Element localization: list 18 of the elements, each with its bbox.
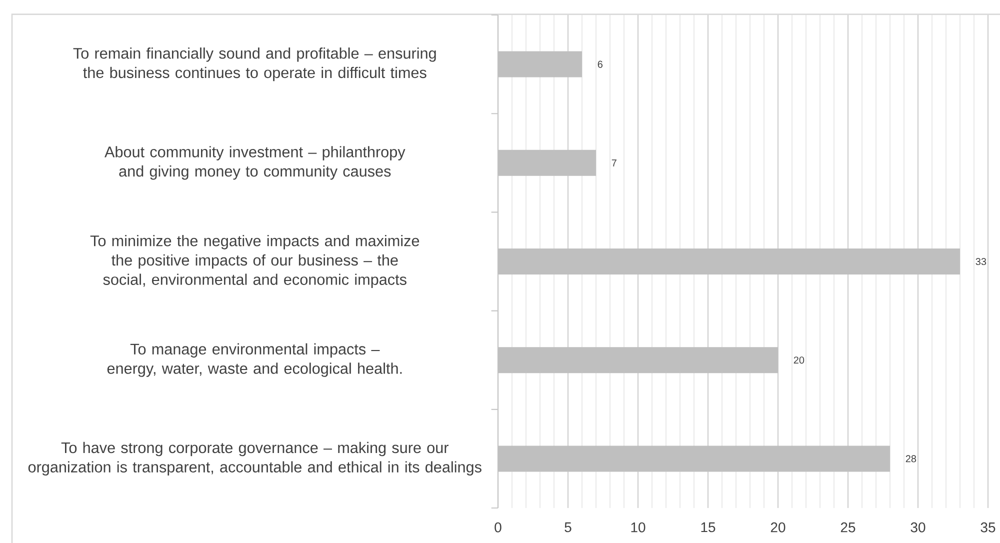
y-tick-label: To have strong corporate governance – making sure our organization is transparent, accountable and ethical in its dealings xyxy=(28,442,482,476)
x-tick-label: 0 xyxy=(494,522,502,532)
data-label: 20 xyxy=(794,356,804,364)
y-tick-label: About community investment – philanthropy and giving money to community causes xyxy=(104,146,406,180)
y-tick-label: To minimize the negative impacts and maximize the positive impacts of our business – the social, environmental and economic impacts xyxy=(90,235,420,288)
y-tick-label: To remain financially sound and profitable – ensuring the business continues to operate in difficult times xyxy=(73,48,436,82)
x-tick-label: 30 xyxy=(910,522,926,532)
x-tick-label: 25 xyxy=(840,522,856,532)
y-tick-label: To manage environmental impacts – energy, water, waste and ecological health. xyxy=(107,343,402,377)
x-tick-label: 15 xyxy=(701,522,716,532)
data-label: 7 xyxy=(612,159,616,166)
data-label: 6 xyxy=(598,60,602,68)
x-tick-label: 20 xyxy=(770,522,786,532)
x-tick-label: 10 xyxy=(631,522,646,532)
data-label: 28 xyxy=(906,455,916,462)
x-tick-label: 35 xyxy=(980,522,996,532)
x-tick-label: 5 xyxy=(564,522,572,532)
data-label: 33 xyxy=(976,258,986,266)
